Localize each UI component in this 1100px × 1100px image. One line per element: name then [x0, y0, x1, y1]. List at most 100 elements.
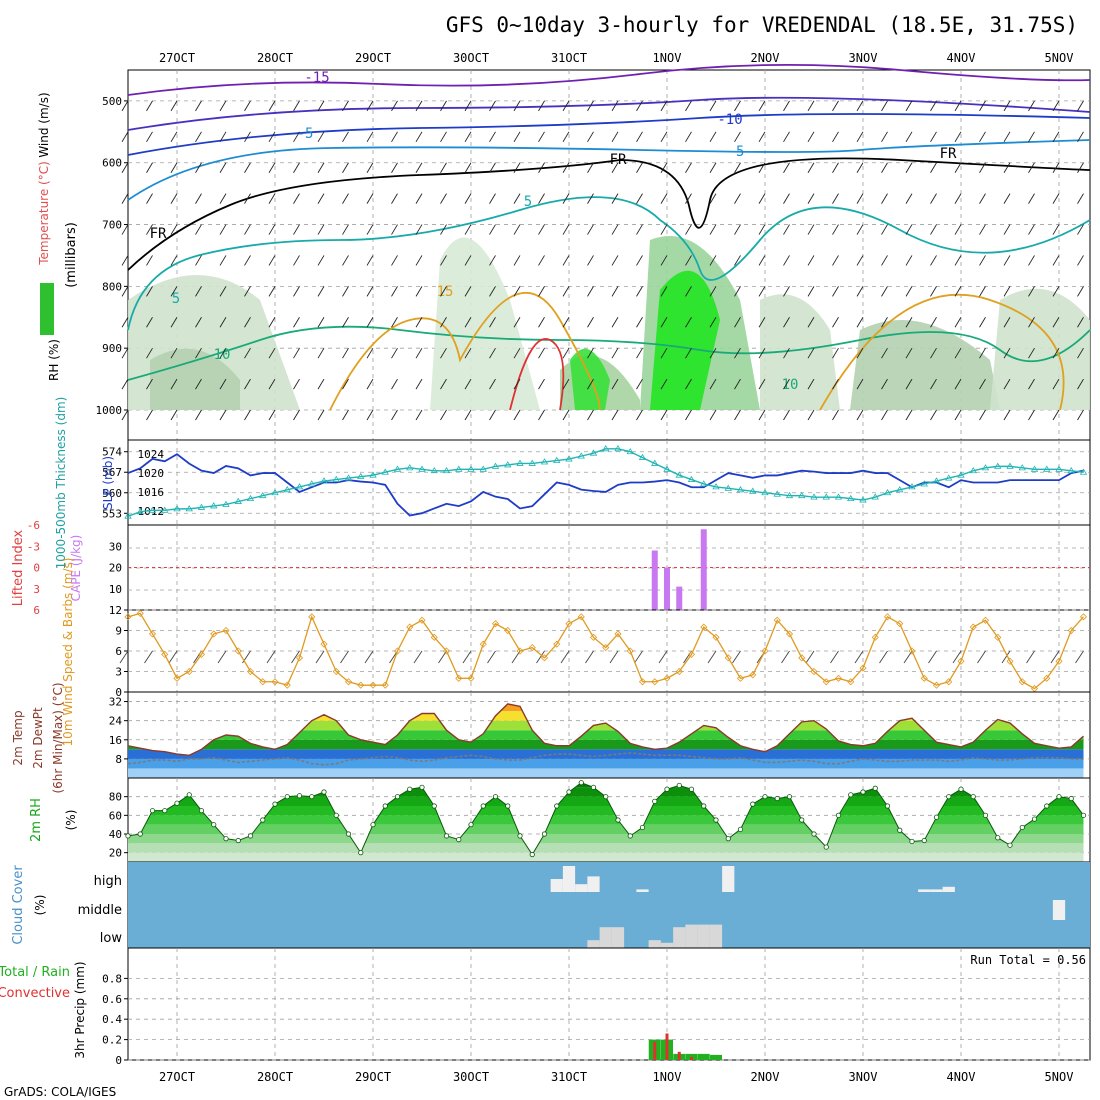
wind-barb — [905, 224, 913, 235]
cape-bar — [700, 529, 707, 610]
li-tick-label: -3 — [27, 540, 40, 553]
rh-point — [260, 817, 266, 823]
wind-barb — [489, 224, 496, 235]
temperature-contour — [127, 325, 1091, 381]
thickness-point — [589, 449, 598, 456]
wind-barb — [660, 193, 668, 204]
thickness-point — [614, 445, 622, 452]
wind-barb — [121, 347, 129, 359]
rh-point — [982, 812, 989, 818]
thickness-point — [124, 512, 132, 519]
cloud-level-label: middle — [78, 903, 122, 918]
precip-side-label-conv: Convective — [0, 986, 70, 1001]
wind-barb — [709, 409, 717, 421]
wind-speed-point — [932, 681, 941, 689]
temp-band — [128, 768, 1084, 778]
wind-barb — [832, 162, 839, 173]
wind-barb — [342, 317, 349, 328]
wind-barb — [783, 224, 790, 235]
wind-barb — [1028, 100, 1035, 112]
wind-speed-point — [785, 630, 794, 638]
wind-barb — [881, 162, 888, 173]
wind-speed-point — [589, 633, 598, 641]
wind-barb — [856, 131, 864, 143]
rh-point — [554, 803, 560, 809]
upper-air-panel: 5006007008009001000-15-10-5-555101015FRF… — [37, 63, 1091, 441]
rh2m-panel: 20 40 60 80 2m RH (%) — [29, 777, 1091, 863]
wind-barb — [195, 409, 202, 421]
wind-barb — [513, 162, 521, 173]
wind-barb — [342, 131, 349, 143]
cloud-cell — [942, 886, 955, 892]
wind-barb — [685, 347, 692, 359]
wind-barb — [538, 286, 545, 297]
wind-barb — [144, 650, 153, 664]
wind-barb — [1077, 255, 1084, 266]
rh-bands — [128, 782, 1084, 862]
wind-barb — [587, 131, 594, 143]
wind-barb — [415, 286, 423, 297]
wind-barb — [611, 255, 619, 266]
wind-barb — [317, 409, 325, 421]
wind-barb — [734, 378, 741, 390]
wind-barb — [366, 286, 374, 297]
wind-barb — [415, 193, 423, 204]
thickness-point — [847, 494, 855, 502]
wind-barb — [538, 162, 545, 173]
wind-barb — [709, 100, 717, 112]
wind-barb — [881, 409, 888, 421]
wind-barb — [1077, 286, 1084, 297]
wind-barb — [440, 378, 447, 390]
rh-point — [358, 850, 364, 856]
wind-barb — [856, 255, 864, 266]
wind-speed-point — [700, 623, 708, 631]
thickness-point — [197, 503, 206, 510]
wind-barb — [168, 650, 178, 664]
wind-barb — [609, 650, 619, 664]
precip-conv-bar — [665, 1033, 669, 1060]
wind-barb — [954, 409, 962, 421]
wind-barb — [340, 650, 349, 664]
wind-barb — [685, 255, 692, 266]
wind-barb — [611, 286, 619, 297]
wind-barb — [856, 162, 864, 173]
cloud-cell — [587, 940, 600, 948]
wind-barb — [538, 347, 545, 359]
wind-barb — [268, 347, 276, 359]
wind-barb — [170, 131, 178, 143]
wind-barb — [734, 409, 741, 421]
temperature-tick-label: 16 — [109, 734, 122, 747]
wind-barb — [611, 193, 619, 204]
rh-band — [128, 782, 1084, 788]
cloud-cell — [697, 924, 710, 948]
wind-speed-point — [528, 644, 536, 652]
wind-barb — [366, 347, 374, 359]
wind-speed-point — [124, 613, 132, 621]
slp-tick-label: 1020 — [138, 467, 165, 480]
rh-point — [137, 831, 143, 837]
thickness-point — [920, 480, 928, 487]
wind-barb — [979, 409, 986, 421]
wind-barb — [415, 162, 423, 173]
wind-barb — [440, 255, 447, 266]
wind-barb — [783, 409, 790, 421]
wind-speed-point — [675, 667, 683, 676]
contour-label: FR — [940, 146, 957, 162]
temperature-contour — [127, 113, 1091, 156]
rh-point — [701, 803, 707, 809]
wind-speed-point — [1018, 678, 1026, 686]
wind-speed-point — [638, 678, 647, 686]
wind-barb — [391, 347, 398, 359]
wind-barb — [732, 650, 741, 664]
wind-barb — [462, 650, 472, 664]
wind-barb — [807, 317, 815, 328]
wind-barb — [364, 650, 374, 664]
rh-point — [517, 833, 523, 839]
wind-barb — [121, 378, 129, 390]
wind-barb — [783, 162, 790, 173]
wind-barb — [391, 409, 398, 421]
thickness-point — [210, 502, 218, 509]
rh-band — [128, 852, 1084, 862]
temperature-contour — [127, 196, 1091, 331]
rh-tick-label: 60 — [109, 809, 122, 822]
